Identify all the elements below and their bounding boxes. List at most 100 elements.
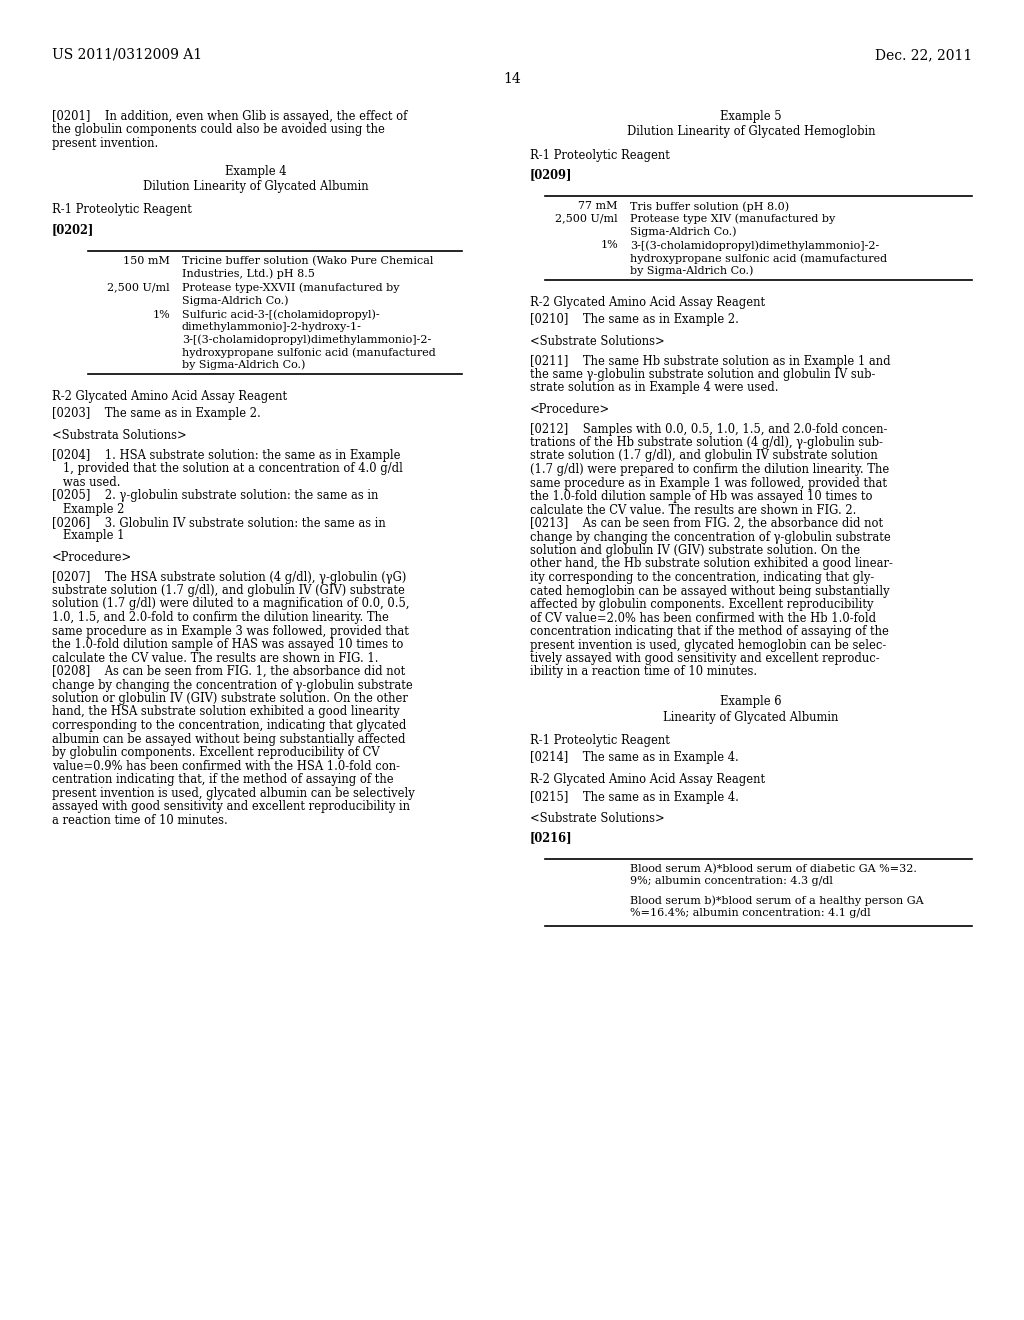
Text: Tris buffer solution (pH 8.0): Tris buffer solution (pH 8.0)	[630, 201, 790, 211]
Text: 2,500 U/ml: 2,500 U/ml	[108, 282, 170, 293]
Text: <Substrate Solutions>: <Substrate Solutions>	[530, 335, 665, 348]
Text: calculate the CV value. The results are shown in FIG. 1.: calculate the CV value. The results are …	[52, 652, 379, 664]
Text: same procedure as in Example 1 was followed, provided that: same procedure as in Example 1 was follo…	[530, 477, 887, 490]
Text: substrate solution (1.7 g/dl), and globulin IV (GIV) substrate: substrate solution (1.7 g/dl), and globu…	[52, 583, 404, 597]
Text: tively assayed with good sensitivity and excellent reproduc-: tively assayed with good sensitivity and…	[530, 652, 880, 665]
Text: affected by globulin components. Excellent reproducibility: affected by globulin components. Excelle…	[530, 598, 873, 611]
Text: 3-[(3-cholamidopropyl)dimethylammonio]-2-: 3-[(3-cholamidopropyl)dimethylammonio]-2…	[182, 334, 431, 345]
Text: solution (1.7 g/dl) were diluted to a magnification of 0.0, 0.5,: solution (1.7 g/dl) were diluted to a ma…	[52, 598, 410, 610]
Text: Example 4: Example 4	[225, 165, 287, 177]
Text: calculate the CV value. The results are shown in FIG. 2.: calculate the CV value. The results are …	[530, 503, 856, 516]
Text: Dec. 22, 2011: Dec. 22, 2011	[874, 48, 972, 62]
Text: of CV value=2.0% has been confirmed with the Hb 1.0-fold: of CV value=2.0% has been confirmed with…	[530, 611, 877, 624]
Text: by Sigma-Aldrich Co.): by Sigma-Aldrich Co.)	[630, 265, 754, 276]
Text: the globulin components could also be avoided using the: the globulin components could also be av…	[52, 124, 385, 136]
Text: <Procedure>: <Procedure>	[530, 403, 610, 416]
Text: [0201]    In addition, even when Glib is assayed, the effect of: [0201] In addition, even when Glib is as…	[52, 110, 408, 123]
Text: [0209]: [0209]	[530, 169, 572, 181]
Text: 9%; albumin concentration: 4.3 g/dl: 9%; albumin concentration: 4.3 g/dl	[630, 876, 833, 887]
Text: 1%: 1%	[153, 309, 170, 319]
Text: 77 mM: 77 mM	[579, 201, 618, 211]
Text: 3-[(3-cholamidopropyl)dimethylammonio]-2-: 3-[(3-cholamidopropyl)dimethylammonio]-2…	[630, 240, 880, 251]
Text: Protease type XIV (manufactured by: Protease type XIV (manufactured by	[630, 214, 836, 224]
Text: the 1.0-fold dilution sample of Hb was assayed 10 times to: the 1.0-fold dilution sample of Hb was a…	[530, 490, 872, 503]
Text: change by changing the concentration of γ-globulin substrate: change by changing the concentration of …	[52, 678, 413, 692]
Text: Dilution Linearity of Glycated Hemoglobin: Dilution Linearity of Glycated Hemoglobi…	[627, 125, 876, 139]
Text: [0206]    3. Globulin IV substrate solution: the same as in: [0206] 3. Globulin IV substrate solution…	[52, 516, 386, 529]
Text: R-1 Proteolytic Reagent: R-1 Proteolytic Reagent	[530, 734, 670, 747]
Text: present invention is used, glycated hemoglobin can be selec-: present invention is used, glycated hemo…	[530, 639, 886, 652]
Text: other hand, the Hb substrate solution exhibited a good linear-: other hand, the Hb substrate solution ex…	[530, 557, 893, 570]
Text: Sulfuric acid-3-[(cholamidopropyl)-: Sulfuric acid-3-[(cholamidopropyl)-	[182, 309, 380, 319]
Text: %=16.4%; albumin concentration: 4.1 g/dl: %=16.4%; albumin concentration: 4.1 g/dl	[630, 908, 870, 917]
Text: centration indicating that, if the method of assaying of the: centration indicating that, if the metho…	[52, 774, 393, 785]
Text: Dilution Linearity of Glycated Albumin: Dilution Linearity of Glycated Albumin	[143, 180, 369, 193]
Text: Blood serum b)*blood serum of a healthy person GA: Blood serum b)*blood serum of a healthy …	[630, 895, 924, 906]
Text: by Sigma-Aldrich Co.): by Sigma-Aldrich Co.)	[182, 359, 305, 370]
Text: [0215]    The same as in Example 4.: [0215] The same as in Example 4.	[530, 791, 739, 804]
Text: R-2 Glycated Amino Acid Assay Reagent: R-2 Glycated Amino Acid Assay Reagent	[530, 296, 765, 309]
Text: 1%: 1%	[600, 240, 618, 251]
Text: 1, provided that the solution at a concentration of 4.0 g/dl: 1, provided that the solution at a conce…	[52, 462, 402, 475]
Text: corresponding to the concentration, indicating that glycated: corresponding to the concentration, indi…	[52, 719, 407, 733]
Text: Industries, Ltd.) pH 8.5: Industries, Ltd.) pH 8.5	[182, 268, 314, 279]
Text: Linearity of Glycated Albumin: Linearity of Glycated Albumin	[664, 710, 839, 723]
Text: albumin can be assayed without being substantially affected: albumin can be assayed without being sub…	[52, 733, 406, 746]
Text: ibility in a reaction time of 10 minutes.: ibility in a reaction time of 10 minutes…	[530, 665, 757, 678]
Text: concentration indicating that if the method of assaying of the: concentration indicating that if the met…	[530, 624, 889, 638]
Text: [0208]    As can be seen from FIG. 1, the absorbance did not: [0208] As can be seen from FIG. 1, the a…	[52, 665, 406, 678]
Text: <Procedure>: <Procedure>	[52, 550, 132, 564]
Text: hydroxypropane sulfonic acid (mamufactured: hydroxypropane sulfonic acid (mamufactur…	[630, 253, 887, 264]
Text: <Substrata Solutions>: <Substrata Solutions>	[52, 429, 186, 442]
Text: <Substrate Solutions>: <Substrate Solutions>	[530, 812, 665, 825]
Text: Tricine buffer solution (Wako Pure Chemical: Tricine buffer solution (Wako Pure Chemi…	[182, 256, 433, 265]
Text: was used.: was used.	[52, 475, 121, 488]
Text: assayed with good sensitivity and excellent reproducibility in: assayed with good sensitivity and excell…	[52, 800, 410, 813]
Text: a reaction time of 10 minutes.: a reaction time of 10 minutes.	[52, 813, 227, 826]
Text: R-1 Proteolytic Reagent: R-1 Proteolytic Reagent	[52, 203, 191, 216]
Text: 150 mM: 150 mM	[123, 256, 170, 265]
Text: 2,500 U/ml: 2,500 U/ml	[555, 214, 618, 223]
Text: [0202]: [0202]	[52, 223, 94, 236]
Text: [0205]    2. γ-globulin substrate solution: the same as in: [0205] 2. γ-globulin substrate solution:…	[52, 488, 379, 502]
Text: hydroxypropane sulfonic acid (manufactured: hydroxypropane sulfonic acid (manufactur…	[182, 347, 436, 358]
Text: Protease type-XXVII (manufactured by: Protease type-XXVII (manufactured by	[182, 282, 399, 293]
Text: R-2 Glycated Amino Acid Assay Reagent: R-2 Glycated Amino Acid Assay Reagent	[52, 389, 287, 403]
Text: strate solution as in Example 4 were used.: strate solution as in Example 4 were use…	[530, 381, 778, 395]
Text: strate solution (1.7 g/dl), and globulin IV substrate solution: strate solution (1.7 g/dl), and globulin…	[530, 450, 878, 462]
Text: R-2 Glycated Amino Acid Assay Reagent: R-2 Glycated Amino Acid Assay Reagent	[530, 774, 765, 785]
Text: Example 5: Example 5	[720, 110, 781, 123]
Text: change by changing the concentration of γ-globulin substrate: change by changing the concentration of …	[530, 531, 891, 544]
Text: the 1.0-fold dilution sample of HAS was assayed 10 times to: the 1.0-fold dilution sample of HAS was …	[52, 638, 403, 651]
Text: by globulin components. Excellent reproducibility of CV: by globulin components. Excellent reprod…	[52, 746, 380, 759]
Text: 14: 14	[503, 73, 521, 86]
Text: R-1 Proteolytic Reagent: R-1 Proteolytic Reagent	[530, 149, 670, 162]
Text: trations of the Hb substrate solution (4 g/dl), γ-globulin sub-: trations of the Hb substrate solution (4…	[530, 436, 883, 449]
Text: [0211]    The same Hb substrate solution as in Example 1 and: [0211] The same Hb substrate solution as…	[530, 355, 891, 367]
Text: dimethylammonio]-2-hydroxy-1-: dimethylammonio]-2-hydroxy-1-	[182, 322, 361, 333]
Text: [0204]    1. HSA substrate solution: the same as in Example: [0204] 1. HSA substrate solution: the sa…	[52, 449, 400, 462]
Text: [0214]    The same as in Example 4.: [0214] The same as in Example 4.	[530, 751, 738, 764]
Text: [0210]    The same as in Example 2.: [0210] The same as in Example 2.	[530, 314, 739, 326]
Text: present invention is used, glycated albumin can be selectively: present invention is used, glycated albu…	[52, 787, 415, 800]
Text: [0212]    Samples with 0.0, 0.5, 1.0, 1.5, and 2.0-fold concen-: [0212] Samples with 0.0, 0.5, 1.0, 1.5, …	[530, 422, 888, 436]
Text: the same γ-globulin substrate solution and globulin IV sub-: the same γ-globulin substrate solution a…	[530, 368, 876, 381]
Text: cated hemoglobin can be assayed without being substantially: cated hemoglobin can be assayed without …	[530, 585, 890, 598]
Text: Example 6: Example 6	[720, 696, 781, 708]
Text: Blood serum A)*blood serum of diabetic GA %=32.: Blood serum A)*blood serum of diabetic G…	[630, 865, 916, 874]
Text: solution or globulin IV (GIV) substrate solution. On the other: solution or globulin IV (GIV) substrate …	[52, 692, 408, 705]
Text: solution and globulin IV (GIV) substrate solution. On the: solution and globulin IV (GIV) substrate…	[530, 544, 860, 557]
Text: hand, the HSA substrate solution exhibited a good linearity: hand, the HSA substrate solution exhibit…	[52, 705, 399, 718]
Text: 1.0, 1.5, and 2.0-fold to confirm the dilution linearity. The: 1.0, 1.5, and 2.0-fold to confirm the di…	[52, 611, 389, 624]
Text: Sigma-Aldrich Co.): Sigma-Aldrich Co.)	[182, 294, 289, 305]
Text: [0216]: [0216]	[530, 832, 572, 845]
Text: ity corresponding to the concentration, indicating that gly-: ity corresponding to the concentration, …	[530, 572, 874, 583]
Text: US 2011/0312009 A1: US 2011/0312009 A1	[52, 48, 202, 62]
Text: value=0.9% has been confirmed with the HSA 1.0-fold con-: value=0.9% has been confirmed with the H…	[52, 759, 400, 772]
Text: [0203]    The same as in Example 2.: [0203] The same as in Example 2.	[52, 408, 261, 421]
Text: present invention.: present invention.	[52, 137, 159, 150]
Text: same procedure as in Example 3 was followed, provided that: same procedure as in Example 3 was follo…	[52, 624, 409, 638]
Text: Sigma-Aldrich Co.): Sigma-Aldrich Co.)	[630, 226, 736, 236]
Text: [0213]    As can be seen from FIG. 2, the absorbance did not: [0213] As can be seen from FIG. 2, the a…	[530, 517, 883, 531]
Text: [0207]    The HSA substrate solution (4 g/dl), γ-globulin (γG): [0207] The HSA substrate solution (4 g/d…	[52, 570, 407, 583]
